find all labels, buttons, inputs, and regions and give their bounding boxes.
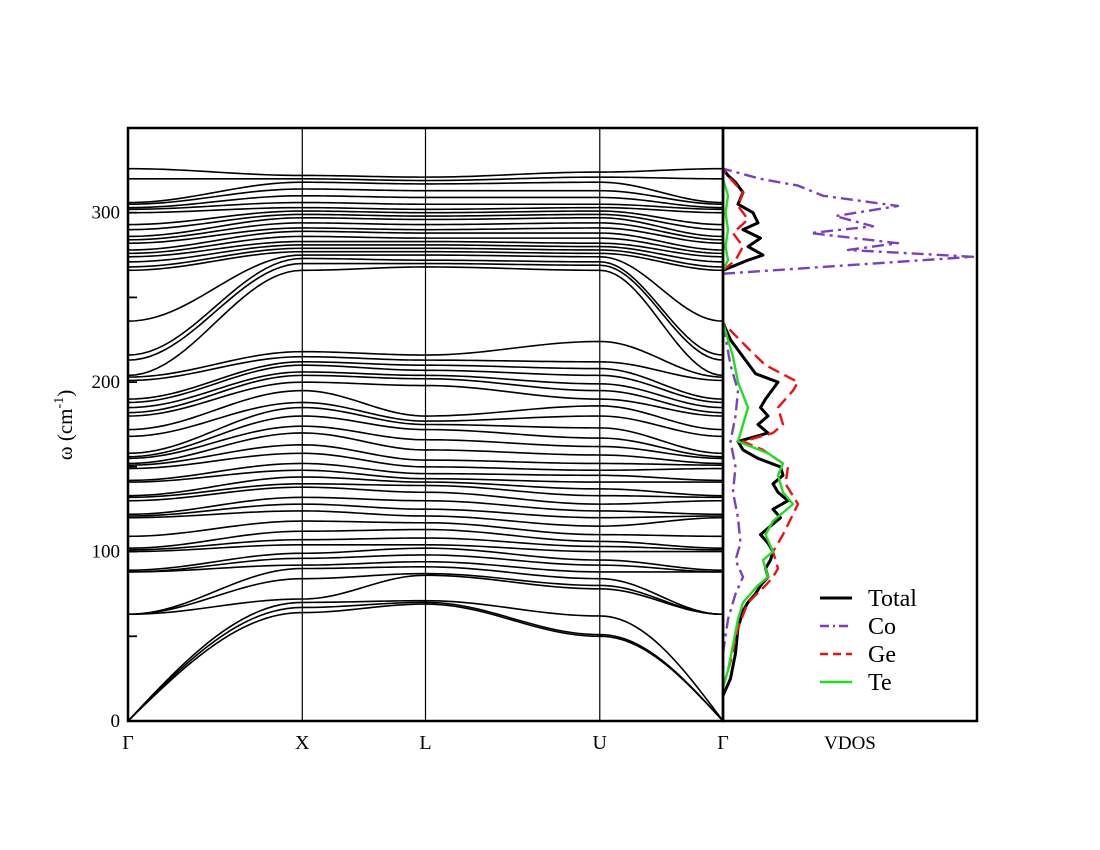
svg-text:ω (cm-1): ω (cm-1) <box>52 390 77 460</box>
vdos-curve-te <box>721 178 730 271</box>
x-tick-label: Γ <box>122 732 134 754</box>
vdos-curve-total <box>721 167 765 272</box>
legend-label-ge: Ge <box>868 642 896 668</box>
legend-label-total: Total <box>868 586 917 612</box>
vdos-axis-label: VDOS <box>824 733 876 754</box>
y-axis-label: ω (cm-1) <box>52 390 77 460</box>
y-tick-label: 100 <box>92 542 121 563</box>
y-tick-label: 0 <box>111 711 121 732</box>
vdos-curve-co <box>722 167 975 275</box>
vdos-curve-te <box>721 322 795 688</box>
legend-label-te: Te <box>868 670 892 696</box>
y-tick-label: 200 <box>92 372 121 393</box>
dispersion-panel <box>127 128 724 722</box>
y-tick-label: 300 <box>92 203 121 224</box>
axes-layer: 0 100 200 300 Γ X L U Γ <box>92 126 979 754</box>
x-tick-label: L <box>419 732 431 754</box>
vdos-curve-co <box>721 322 745 654</box>
legend-label-co: Co <box>868 614 896 640</box>
vdos-panel <box>721 167 975 697</box>
x-tick-label: U <box>593 732 608 754</box>
vdos-frame <box>721 126 979 723</box>
x-tick-label: Γ <box>717 732 729 754</box>
vdos-curve-ge <box>722 167 750 272</box>
x-tick-label: X <box>295 732 310 754</box>
vdos-curve-total <box>721 322 790 697</box>
vdos-curve-ge <box>721 321 800 688</box>
